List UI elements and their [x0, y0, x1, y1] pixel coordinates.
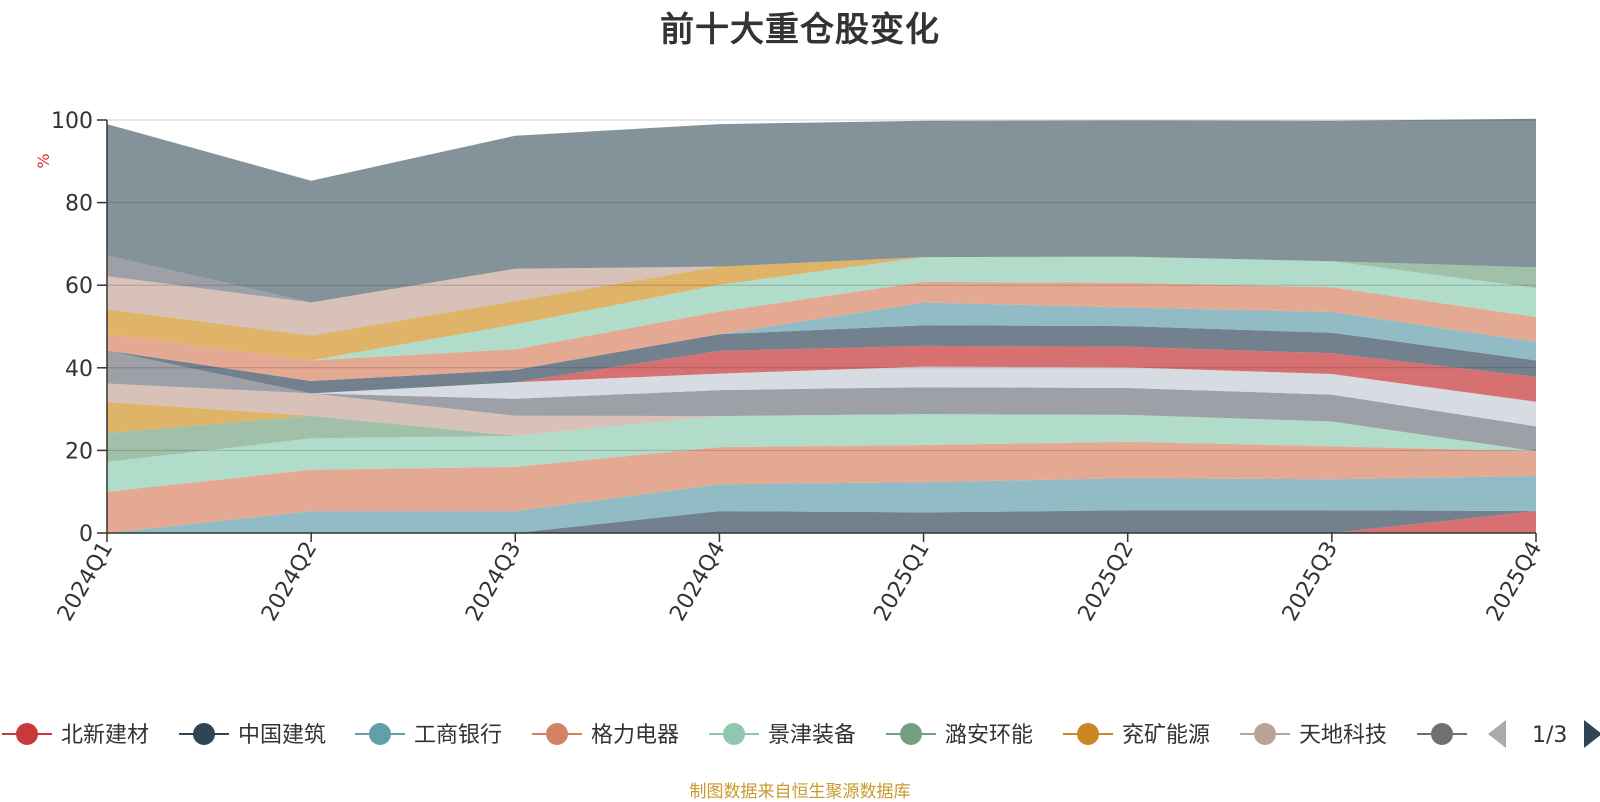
legend-item-label: 兖矿能源: [1122, 723, 1210, 748]
legend-item[interactable]: 景津装备: [709, 723, 856, 748]
legend-item-label: 格力电器: [591, 723, 679, 748]
x-axis: 2024Q1 2024Q2 2024Q3 2024Q4 2025Q1 2025Q2 2025…: [53, 533, 1547, 626]
legend-item-label: 天地科技: [1299, 723, 1387, 748]
legend-item[interactable]: [1417, 723, 1467, 745]
area-series-10: [107, 350, 1536, 427]
legend-item-label: 中国建筑: [238, 723, 326, 748]
x-tick-label: 2024Q2: [257, 538, 322, 626]
area-series-4: [107, 441, 1536, 533]
chart-title: 前十大重仓股变化: [660, 10, 940, 50]
x-tick-label: 2024Q4: [665, 538, 730, 626]
legend-item-label: 景津装备: [768, 723, 856, 748]
y-tick-label: 100: [51, 109, 93, 134]
area-series-15: [107, 256, 1536, 361]
area-series-8: [107, 383, 1536, 452]
legend-dot-marker: [1254, 723, 1276, 745]
legend-items: 北新建材 中国建筑 工商银行 格力电器 景津装备 潞安环能 兖矿能源 天地科技: [2, 723, 1467, 748]
legend-item[interactable]: 兖矿能源: [1063, 723, 1210, 748]
y-tick-label: 0: [79, 522, 93, 547]
x-tick-label: 2025Q4: [1482, 538, 1547, 626]
legend-item[interactable]: 中国建筑: [179, 723, 326, 748]
area-series-13: [107, 302, 1536, 381]
legend-item[interactable]: 天地科技: [1240, 723, 1387, 748]
area-series-16: [107, 256, 1536, 361]
legend-dot-marker: [900, 723, 922, 745]
area-series-9: [107, 350, 1536, 452]
x-tick-label: 2025Q3: [1278, 538, 1343, 626]
y-tick-label: 40: [65, 357, 93, 382]
x-tick-label: 2025Q2: [1074, 538, 1139, 626]
legend-item-label: 潞安环能: [945, 723, 1033, 748]
x-tick-label: 2024Q3: [461, 538, 526, 626]
area-series-20: [107, 118, 1536, 303]
area-series-18: [107, 256, 1536, 336]
y-tick-label: 60: [65, 274, 93, 299]
area-series-1: [107, 511, 1536, 533]
area-series-12: [107, 325, 1536, 394]
area-series-11: [107, 345, 1536, 402]
area-series-2: [107, 510, 1536, 533]
chart-legend[interactable]: 北新建材 中国建筑 工商银行 格力电器 景津装备 潞安环能 兖矿能源 天地科技 1/3: [0, 710, 1600, 760]
legend-item-label: 工商银行: [414, 723, 502, 748]
legend-prev-icon[interactable]: [1488, 720, 1506, 748]
legend-dot-marker: [193, 723, 215, 745]
area-layers: [107, 118, 1536, 533]
legend-item[interactable]: 工商银行: [355, 723, 502, 748]
legend-dot-marker: [1431, 723, 1453, 745]
legend-item-label: 北新建材: [61, 723, 149, 748]
legend-dot-marker: [16, 723, 38, 745]
y-tick-label: 80: [65, 192, 93, 217]
x-tick-label: 2024Q1: [53, 538, 118, 626]
legend-dot-marker: [546, 723, 568, 745]
y-tick-label: 20: [65, 439, 93, 464]
legend-dot-marker: [1077, 723, 1099, 745]
legend-dot-marker: [369, 723, 391, 745]
area-series-5: [107, 414, 1536, 492]
legend-item[interactable]: 潞安环能: [886, 723, 1033, 748]
x-tick-label: 2025Q1: [869, 538, 934, 626]
legend-item[interactable]: 北新建材: [2, 723, 149, 748]
area-series-3: [107, 476, 1536, 533]
area-series-17: [107, 256, 1536, 361]
source-note: 制图数据来自恒生聚源数据库: [689, 782, 911, 802]
area-series-14: [107, 281, 1536, 381]
y-axis-unit-label: %: [34, 153, 53, 168]
legend-dot-marker: [723, 723, 745, 745]
legend-next-icon[interactable]: [1584, 720, 1600, 748]
legend-page-indicator: 1/3: [1532, 723, 1567, 748]
legend-item[interactable]: 格力电器: [532, 723, 679, 748]
